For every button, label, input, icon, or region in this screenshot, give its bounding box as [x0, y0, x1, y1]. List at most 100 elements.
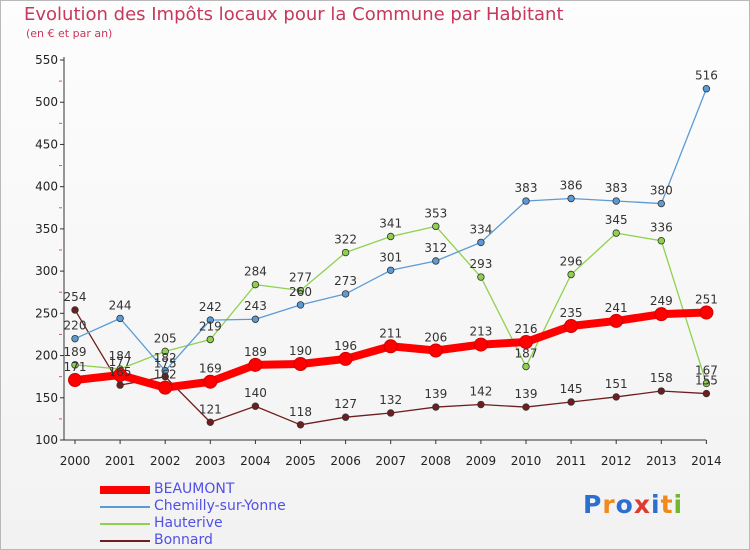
data-label-bonnard: 142: [469, 385, 492, 399]
data-label-hauterive: 205: [154, 331, 177, 345]
legend-label: Bonnard: [154, 532, 213, 548]
y-tick-label: 150: [35, 391, 58, 405]
data-point-hauterive: [387, 232, 395, 241]
data-label-hauterive: 296: [560, 254, 583, 268]
data-label-bonnard: 155: [695, 374, 718, 388]
x-tick-label: 2002: [150, 454, 181, 468]
data-label-hauterive: 187: [515, 347, 538, 361]
data-point-bonnard: [477, 400, 485, 409]
data-point-hauterive: [567, 270, 575, 279]
data-label-beaumont: 241: [605, 301, 628, 315]
data-label-hauterive: 341: [379, 216, 402, 230]
data-point-chemilly-sur-yonne: [432, 257, 440, 265]
legend-swatch: [100, 523, 150, 525]
x-tick-label: 2008: [421, 454, 452, 468]
x-tick-label: 2003: [195, 454, 226, 468]
series-layer: [68, 85, 714, 429]
data-label-beaumont: 249: [650, 294, 673, 308]
data-point-bonnard: [657, 387, 665, 395]
data-label-chemilly-sur-yonne: 386: [560, 178, 583, 192]
data-point-chemilly-sur-yonne: [477, 238, 485, 247]
data-label-chemilly-sur-yonne: 383: [605, 181, 628, 195]
data-point-chemilly-sur-yonne: [206, 316, 214, 324]
logo-letter: x: [633, 490, 651, 519]
data-label-hauterive: 345: [605, 213, 628, 227]
data-label-hauterive: 293: [469, 257, 492, 271]
data-point-beaumont: [564, 319, 579, 333]
data-point-beaumont: [113, 367, 128, 382]
y-tick-label: 500: [35, 95, 58, 109]
data-point-chemilly-sur-yonne: [341, 290, 350, 298]
data-point-hauterive: [206, 335, 214, 344]
data-label-chemilly-sur-yonne: 242: [199, 300, 222, 314]
data-point-bonnard: [206, 418, 214, 426]
data-point-hauterive: [341, 248, 350, 257]
data-point-bonnard: [251, 402, 260, 410]
data-label-beaumont: 162: [154, 368, 177, 382]
data-point-hauterive: [432, 222, 440, 231]
data-label-bonnard: 121: [199, 402, 222, 416]
data-label-chemilly-sur-yonne: 301: [379, 250, 402, 264]
data-point-beaumont: [428, 343, 443, 358]
data-point-bonnard: [116, 381, 124, 389]
x-tick-label: 2014: [691, 454, 722, 468]
x-tick-label: 2000: [60, 454, 91, 468]
data-point-bonnard: [522, 403, 530, 411]
y-tick-label: 250: [35, 306, 58, 320]
y-tick-label: 100: [35, 433, 58, 447]
data-label-chemilly-sur-yonne: 273: [334, 274, 357, 288]
data-label-beaumont: 213: [469, 325, 492, 339]
data-label-hauterive: 336: [650, 221, 673, 235]
legend-label: Hauterive: [154, 515, 223, 531]
data-point-bonnard: [702, 389, 711, 398]
data-label-chemilly-sur-yonne: 516: [695, 69, 718, 83]
chart-title: Evolution des Impôts locaux pour la Comm…: [24, 4, 564, 25]
data-label-chemilly-sur-yonne: 312: [424, 241, 447, 255]
data-point-hauterive: [296, 286, 305, 295]
data-label-bonnard: 139: [424, 387, 447, 401]
data-point-bonnard: [341, 413, 350, 421]
data-label-beaumont: 169: [199, 362, 222, 376]
data-point-bonnard: [71, 306, 79, 314]
data-point-hauterive: [251, 280, 260, 289]
data-label-bonnard: 145: [560, 382, 583, 396]
data-point-beaumont: [473, 337, 488, 352]
y-tick-label: 400: [35, 180, 58, 194]
x-tick-label: 2006: [330, 454, 361, 468]
data-point-bonnard: [612, 393, 620, 401]
data-point-chemilly-sur-yonne: [161, 367, 169, 375]
data-label-chemilly-sur-yonne: 220: [64, 319, 87, 333]
data-label-beaumont: 235: [560, 306, 583, 320]
data-label-hauterive: 322: [334, 233, 357, 247]
x-tick-label: 2007: [375, 454, 406, 468]
data-point-beaumont: [383, 339, 398, 354]
data-point-beaumont: [68, 373, 82, 388]
logo-letter: i: [673, 490, 684, 519]
data-label-chemilly-sur-yonne: 182: [154, 351, 177, 365]
x-tick-label: 2001: [105, 454, 136, 468]
legend-swatch: [100, 506, 150, 508]
y-tick-label: 300: [35, 264, 58, 278]
data-label-bonnard: 127: [334, 397, 357, 411]
data-label-chemilly-sur-yonne: 383: [515, 181, 538, 195]
y-tick-label: 200: [35, 349, 58, 363]
data-label-bonnard: 151: [605, 377, 628, 391]
data-label-beaumont: 206: [424, 330, 447, 344]
data-label-hauterive: 353: [424, 206, 447, 220]
logo-letter: t: [660, 490, 674, 519]
data-label-chemilly-sur-yonne: 380: [650, 184, 673, 198]
data-label-bonnard: 165: [109, 365, 132, 379]
data-label-hauterive: 219: [199, 320, 222, 334]
x-tick-label: 2005: [285, 454, 316, 468]
x-tick-label: 2010: [511, 454, 542, 468]
data-point-beaumont: [248, 357, 263, 372]
x-tick-label: 2013: [646, 454, 677, 468]
y-tick-label: 450: [35, 137, 58, 151]
data-point-chemilly-sur-yonne: [387, 266, 395, 274]
data-labels: 254 165 175 121 140 118 127 132 139 142 139 145 151 1…: [64, 69, 718, 419]
data-label-beaumont: 190: [289, 344, 312, 358]
data-label-chemilly-sur-yonne: 334: [469, 222, 492, 236]
data-label-beaumont: 216: [515, 322, 538, 336]
data-point-beaumont: [519, 335, 533, 350]
